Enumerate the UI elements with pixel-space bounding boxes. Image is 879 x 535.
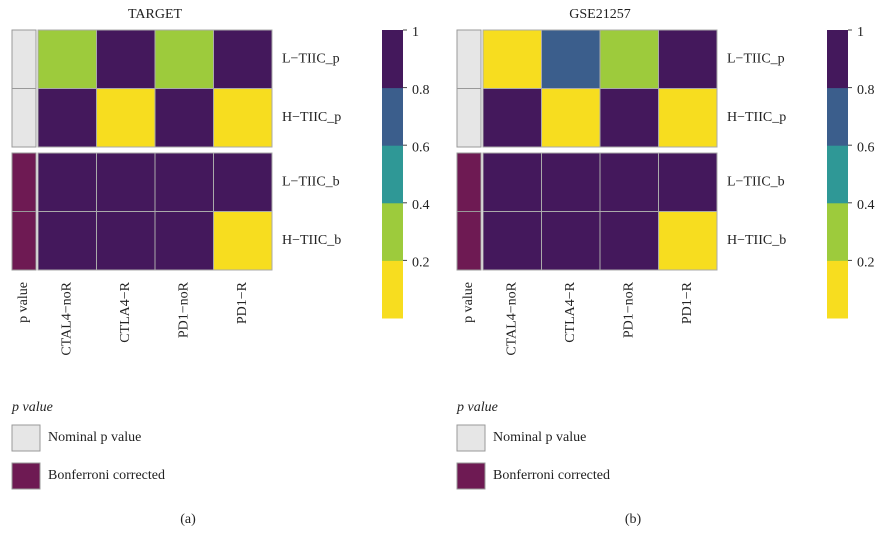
- heatmap-cell: [154, 152, 214, 212]
- heatmap-cell: [482, 88, 542, 148]
- colorbar-segment: [827, 145, 848, 204]
- heatmap-cell: [96, 29, 156, 89]
- heatmap-cell: [213, 211, 273, 271]
- heatmap-cell: [37, 211, 97, 271]
- column-label: CTLA4−R: [563, 281, 578, 342]
- legend-label: Bonferroni corrected: [493, 468, 610, 483]
- heatmap-cell: [96, 152, 156, 212]
- heatmap-cell: [658, 29, 718, 89]
- colorbar-segment: [382, 145, 403, 204]
- heatmap-cell: [213, 29, 273, 89]
- annotation-cell: [456, 152, 482, 212]
- legend-title: p value: [11, 400, 53, 415]
- heatmap-cell: [37, 152, 97, 212]
- heatmap-cell: [541, 88, 601, 148]
- colorbar-segment: [827, 260, 848, 319]
- heatmap-cell: [541, 211, 601, 271]
- heatmap-cell: [154, 29, 214, 89]
- legend-title: p value: [456, 400, 498, 415]
- heatmap-cell: [482, 152, 542, 212]
- colorbar-tick-label: 0.4: [412, 198, 430, 213]
- heatmap-cell: [96, 211, 156, 271]
- heatmap-cell: [154, 211, 214, 271]
- legend-swatch: [11, 424, 41, 452]
- legend-swatch: [456, 462, 486, 490]
- column-label: PD1−R: [235, 281, 250, 324]
- colorbar-segment: [382, 30, 403, 89]
- heatmap-cell: [37, 88, 97, 148]
- legend-label: Nominal p value: [48, 430, 141, 445]
- legend-label: Nominal p value: [493, 430, 586, 445]
- heatmap-cell: [599, 211, 659, 271]
- row-label: L−TIIC_p: [727, 51, 785, 66]
- heatmap-cell: [482, 29, 542, 89]
- annotation-cell: [456, 88, 482, 148]
- column-label: CTAL4−noR: [504, 281, 519, 355]
- annotation-cell: [11, 29, 37, 89]
- heatmap-cell: [37, 29, 97, 89]
- colorbar-tick-label: 1: [857, 25, 864, 40]
- panel-title: TARGET: [128, 7, 183, 22]
- legend-swatch: [456, 424, 486, 452]
- colorbar-segment: [382, 87, 403, 146]
- heatmap-cell: [658, 88, 718, 148]
- colorbar-tick-label: 0.2: [412, 256, 430, 271]
- row-label: L−TIIC_p: [282, 51, 340, 66]
- column-label: PD1−R: [680, 281, 695, 324]
- legend-label: Bonferroni corrected: [48, 468, 165, 483]
- heatmap-cell: [658, 152, 718, 212]
- panel-caption: (a): [180, 512, 196, 527]
- column-label: PD1−noR: [176, 281, 191, 338]
- colorbar-tick-label: 0.6: [857, 140, 875, 155]
- row-label: H−TIIC_p: [727, 110, 786, 125]
- heatmap-cell: [213, 88, 273, 148]
- annotation-cell: [11, 211, 37, 271]
- panel-title: GSE21257: [569, 7, 630, 22]
- annotation-label: p value: [461, 282, 476, 323]
- colorbar-segment: [827, 87, 848, 146]
- heatmap-cell: [599, 88, 659, 148]
- heatmap-cell: [96, 88, 156, 148]
- column-label: CTAL4−noR: [59, 281, 74, 355]
- colorbar-segment: [382, 202, 403, 261]
- panel-caption: (b): [625, 512, 642, 527]
- legend-swatch: [11, 462, 41, 490]
- heatmap-cell: [599, 29, 659, 89]
- heatmap-cell: [599, 152, 659, 212]
- heatmap-cell: [154, 88, 214, 148]
- colorbar-tick-label: 0.6: [412, 140, 430, 155]
- colorbar-segment: [827, 30, 848, 89]
- colorbar-segment: [827, 202, 848, 261]
- annotation-cell: [11, 152, 37, 212]
- row-label: H−TIIC_p: [282, 110, 341, 125]
- row-label: H−TIIC_b: [282, 233, 341, 248]
- row-label: L−TIIC_b: [727, 174, 785, 189]
- annotation-label: p value: [16, 282, 31, 323]
- colorbar-tick-label: 0.2: [857, 256, 875, 271]
- heatmap-cell: [482, 211, 542, 271]
- annotation-cell: [456, 211, 482, 271]
- annotation-cell: [11, 88, 37, 148]
- annotation-cell: [456, 29, 482, 89]
- heatmap-cell: [541, 29, 601, 89]
- column-label: PD1−noR: [621, 281, 636, 338]
- colorbar-tick-label: 1: [412, 25, 419, 40]
- heatmap-cell: [658, 211, 718, 271]
- column-label: CTLA4−R: [118, 281, 133, 342]
- colorbar-tick-label: 0.8: [412, 83, 430, 98]
- row-label: L−TIIC_b: [282, 174, 340, 189]
- colorbar-tick-label: 0.4: [857, 198, 875, 213]
- colorbar-segment: [382, 260, 403, 319]
- heatmap-cell: [213, 152, 273, 212]
- row-label: H−TIIC_b: [727, 233, 786, 248]
- colorbar-tick-label: 0.8: [857, 83, 875, 98]
- heatmap-cell: [541, 152, 601, 212]
